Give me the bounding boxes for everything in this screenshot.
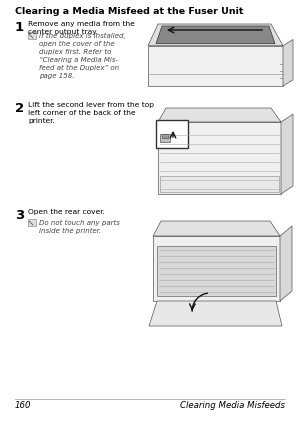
Polygon shape <box>283 40 293 87</box>
Bar <box>157 246 276 296</box>
Polygon shape <box>280 227 292 301</box>
Text: Clearing Media Misfeeds: Clearing Media Misfeeds <box>180 400 285 409</box>
Text: 2: 2 <box>15 102 24 115</box>
Polygon shape <box>156 27 275 45</box>
Text: 3: 3 <box>15 208 24 222</box>
Bar <box>162 135 168 139</box>
Bar <box>28 219 36 227</box>
Bar <box>160 177 279 193</box>
Polygon shape <box>281 115 293 195</box>
Bar <box>160 135 170 143</box>
Polygon shape <box>158 109 281 123</box>
Text: Do not touch any parts
inside the printer.: Do not touch any parts inside the printe… <box>39 219 120 233</box>
Text: 1: 1 <box>15 21 24 34</box>
Bar <box>156 121 188 149</box>
Text: 160: 160 <box>15 400 31 409</box>
Text: Remove any media from the
center output tray.: Remove any media from the center output … <box>28 21 135 35</box>
Bar <box>28 33 36 40</box>
Text: If the duplex is installed,
open the cover of the
duplex first. Refer to
“Cleari: If the duplex is installed, open the cov… <box>39 33 126 79</box>
Text: Clearing a Media Misfeed at the Fuser Unit: Clearing a Media Misfeed at the Fuser Un… <box>15 7 244 16</box>
Polygon shape <box>148 25 283 46</box>
Text: Lift the second lever from the top
left corner of the back of the
printer.: Lift the second lever from the top left … <box>28 102 154 124</box>
Text: Open the rear cover.: Open the rear cover. <box>28 208 105 215</box>
Bar <box>158 123 281 195</box>
Polygon shape <box>153 222 280 236</box>
Polygon shape <box>148 46 283 87</box>
Bar <box>153 236 280 301</box>
Polygon shape <box>149 301 282 326</box>
